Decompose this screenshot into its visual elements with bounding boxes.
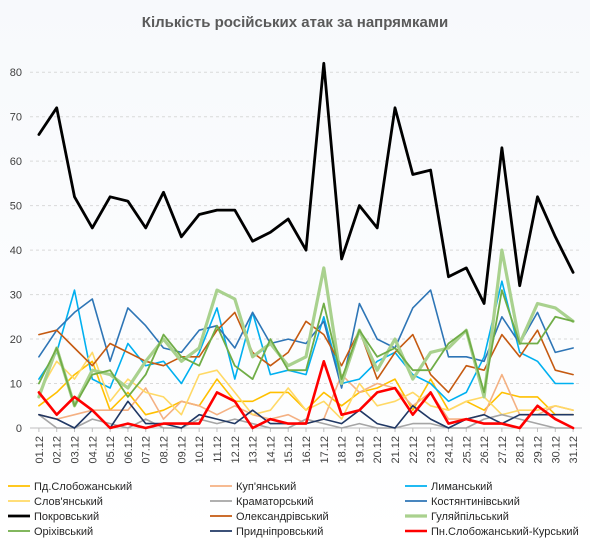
x-tick-label: 18.12 — [337, 436, 349, 464]
y-tick-label: 70 — [10, 112, 22, 124]
x-tick-label: 02.12 — [52, 436, 64, 464]
x-tick-label: 27.12 — [497, 436, 509, 464]
x-tick-label: 30.12 — [550, 436, 562, 464]
series-line — [38, 289, 574, 407]
series-line — [38, 280, 574, 403]
x-tick-label: 08.12 — [159, 436, 171, 464]
y-axis-ticks: 0 10 20 30 40 50 60 70 80 — [10, 67, 22, 435]
x-tick-label: 16.12 — [301, 436, 313, 464]
y-tick-label: 60 — [10, 156, 22, 168]
x-tick-label: 21.12 — [390, 436, 402, 464]
x-tick-label: 29.12 — [532, 436, 544, 464]
x-tick-label: 10.12 — [194, 436, 206, 464]
x-axis-ticks: 01.12 02.12 03.12 04.12 05.12 06.12 07.12 08.12… — [34, 428, 580, 464]
legend-label: Олександрівський — [236, 511, 329, 523]
x-tick-label: 20.12 — [372, 436, 384, 464]
legend-label: Покровський — [34, 511, 99, 523]
x-tick-label: 15.12 — [283, 436, 295, 464]
series-lines — [37, 61, 575, 430]
y-tick-label: 10 — [10, 379, 22, 391]
series-line — [38, 289, 574, 389]
x-tick-label: 09.12 — [176, 436, 188, 464]
legend-label: Гуляйпільський — [431, 511, 509, 523]
legend-label: Краматорський — [236, 496, 314, 508]
x-tick-label: 17.12 — [319, 436, 331, 464]
x-tick-label: 13.12 — [248, 436, 260, 464]
y-tick-label: 80 — [10, 67, 22, 79]
legend-label: Пн.Слобожанський-Курський — [431, 526, 579, 538]
legend-label: Придніпровський — [236, 526, 323, 538]
legend-label: Оріхівський — [34, 526, 93, 538]
x-tick-label: 26.12 — [479, 436, 491, 464]
x-tick-label: 14.12 — [265, 436, 277, 464]
x-tick-label: 03.12 — [70, 436, 82, 464]
x-tick-label: 05.12 — [105, 436, 117, 464]
y-tick-label: 30 — [10, 290, 22, 302]
series-line — [38, 351, 574, 420]
y-tick-label: 0 — [16, 423, 22, 435]
x-tick-label: 24.12 — [443, 436, 455, 464]
x-tick-label: 31.12 — [568, 436, 580, 464]
x-tick-label: 25.12 — [461, 436, 473, 464]
x-tick-label: 11.12 — [212, 436, 224, 463]
legend-label: Костянтинівський — [431, 496, 520, 508]
series-line — [37, 61, 575, 305]
legend-label: Куп'янський — [236, 481, 296, 493]
x-tick-label: 22.12 — [408, 436, 420, 464]
x-tick-label: 19.12 — [354, 436, 366, 464]
x-tick-label: 06.12 — [123, 436, 135, 464]
x-tick-label: 23.12 — [426, 436, 438, 464]
y-tick-label: 50 — [10, 201, 22, 213]
y-tick-label: 40 — [10, 245, 22, 257]
x-tick-label: 01.12 — [34, 436, 46, 464]
x-tick-label: 28.12 — [515, 436, 527, 464]
y-tick-label: 20 — [10, 334, 22, 346]
x-tick-label: 04.12 — [87, 436, 99, 464]
x-tick-label: 12.12 — [230, 436, 242, 464]
series-line — [38, 311, 574, 394]
series-line — [37, 248, 575, 408]
chart-title: Кількість російських атак за напрямками — [142, 14, 448, 31]
legend: Пд.Слобожанський Куп'янський Лиманський Сло… — [8, 481, 579, 538]
x-tick-label: 07.12 — [141, 436, 153, 464]
legend-label: Лиманський — [431, 481, 492, 493]
series-line — [37, 359, 575, 430]
legend-label: Пд.Слобожанський — [34, 481, 132, 493]
legend-label: Слов'янський — [34, 496, 103, 508]
